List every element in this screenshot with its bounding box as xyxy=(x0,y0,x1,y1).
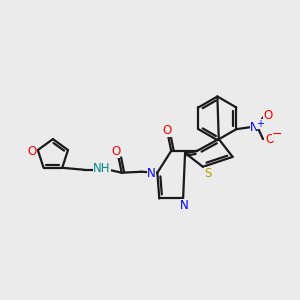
Text: S: S xyxy=(204,167,211,180)
Text: N: N xyxy=(180,199,188,212)
Text: O: O xyxy=(263,109,273,122)
Text: +: + xyxy=(256,119,264,129)
Text: O: O xyxy=(265,133,274,146)
Text: −: − xyxy=(272,128,282,141)
Text: NH: NH xyxy=(93,162,111,175)
Text: N: N xyxy=(250,121,259,134)
Text: O: O xyxy=(111,146,120,158)
Text: O: O xyxy=(163,124,172,136)
Text: O: O xyxy=(27,145,37,158)
Text: N: N xyxy=(147,167,156,180)
